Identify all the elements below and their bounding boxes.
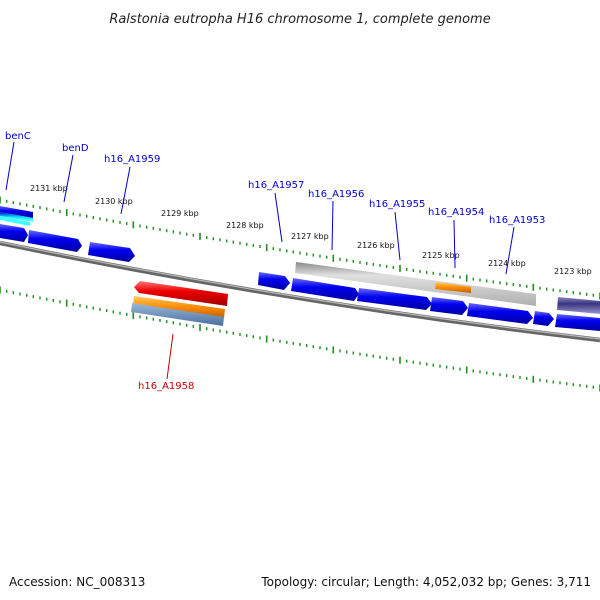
gene-label-h16-a1956[interactable]: h16_A1956: [308, 189, 364, 200]
gene-arrow: [88, 242, 135, 262]
kbp-label: 2129 kbp: [161, 209, 199, 218]
gene-label-h16-a1954[interactable]: h16_A1954: [428, 207, 484, 218]
gene-arrow: [467, 303, 533, 324]
gene-arrow: [291, 278, 359, 301]
accession-text: Accession: NC_008313: [9, 575, 145, 589]
gene-arrow: [28, 230, 82, 252]
kbp-label: 2125 kbp: [422, 251, 460, 260]
gene-label-h16-a1959[interactable]: h16_A1959: [104, 154, 160, 165]
kbp-label: 2131 kbp: [30, 184, 68, 193]
inner-tick-track: [0, 286, 600, 392]
steel-feature: [131, 303, 224, 326]
gene-arrow: [357, 288, 432, 310]
gene-arrow: [555, 314, 600, 331]
gene-label-bend[interactable]: benD: [62, 143, 89, 154]
genome-summary-text: Topology: circular; Length: 4,052,032 bp…: [260, 575, 591, 589]
gene-arrow-reverse: [134, 281, 228, 306]
gene-label-benc[interactable]: benC: [5, 131, 31, 142]
map-title: Ralstonia eutropha H16 chromosome 1, com…: [109, 12, 490, 27]
forward-gene-arrows[interactable]: [0, 224, 600, 331]
reverse-gene-features[interactable]: [131, 281, 228, 326]
rna-feature: [133, 296, 225, 318]
kbp-label: 2124 kbp: [488, 259, 526, 268]
operon-bar[interactable]: [295, 262, 536, 306]
gene-arrow: [258, 272, 290, 290]
kbp-label: 2128 kbp: [226, 221, 264, 230]
gene-arrow: [430, 297, 468, 315]
gene-arrow: [0, 224, 28, 242]
kbp-label: 2130 kbp: [95, 197, 133, 206]
outer-tick-track: [0, 196, 600, 300]
gene-arrow: [533, 311, 554, 326]
kbp-label: 2127 kbp: [291, 232, 329, 241]
gene-label-h16-a1957[interactable]: h16_A1957: [248, 180, 304, 191]
gene-label-h16-a1955[interactable]: h16_A1955: [369, 199, 425, 210]
gene-label-h16-a1953[interactable]: h16_A1953: [489, 215, 545, 226]
gene-label-h16-a1958[interactable]: h16_A1958: [138, 381, 194, 392]
kbp-label: 2123 kbp: [554, 267, 592, 276]
label-leaders: [5, 141, 515, 380]
chromosome-backbone: [0, 240, 600, 343]
purple-feature[interactable]: [557, 297, 600, 314]
kbp-label: 2126 kbp: [357, 241, 395, 250]
benc-feature-stack[interactable]: [0, 206, 33, 226]
